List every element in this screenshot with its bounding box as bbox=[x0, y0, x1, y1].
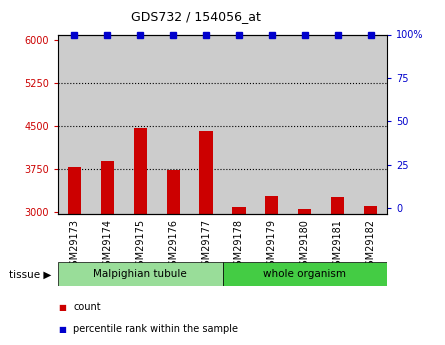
Bar bbox=[124, 34, 157, 214]
Bar bbox=[222, 34, 255, 214]
Bar bbox=[68, 167, 81, 345]
Bar bbox=[321, 34, 354, 214]
Text: count: count bbox=[73, 302, 101, 312]
Bar bbox=[222, 262, 387, 286]
Bar bbox=[331, 197, 344, 345]
Bar bbox=[58, 262, 222, 286]
Bar bbox=[157, 34, 190, 214]
Text: ■: ■ bbox=[58, 325, 66, 334]
Bar bbox=[91, 34, 124, 214]
Text: ■: ■ bbox=[58, 303, 66, 312]
Bar bbox=[298, 209, 312, 345]
Bar bbox=[134, 128, 147, 345]
Bar bbox=[232, 207, 246, 345]
Bar bbox=[166, 170, 180, 345]
Text: percentile rank within the sample: percentile rank within the sample bbox=[73, 325, 239, 334]
Bar bbox=[364, 206, 377, 345]
Bar bbox=[288, 34, 321, 214]
Bar bbox=[190, 34, 222, 214]
Bar bbox=[265, 196, 279, 345]
Text: Malpighian tubule: Malpighian tubule bbox=[93, 269, 187, 279]
Text: GDS732 / 154056_at: GDS732 / 154056_at bbox=[131, 10, 261, 23]
Bar bbox=[255, 34, 288, 214]
Bar bbox=[354, 34, 387, 214]
Text: whole organism: whole organism bbox=[263, 269, 346, 279]
Text: tissue ▶: tissue ▶ bbox=[9, 269, 51, 279]
Bar bbox=[101, 161, 114, 345]
Bar bbox=[199, 131, 213, 345]
Bar bbox=[58, 34, 91, 214]
